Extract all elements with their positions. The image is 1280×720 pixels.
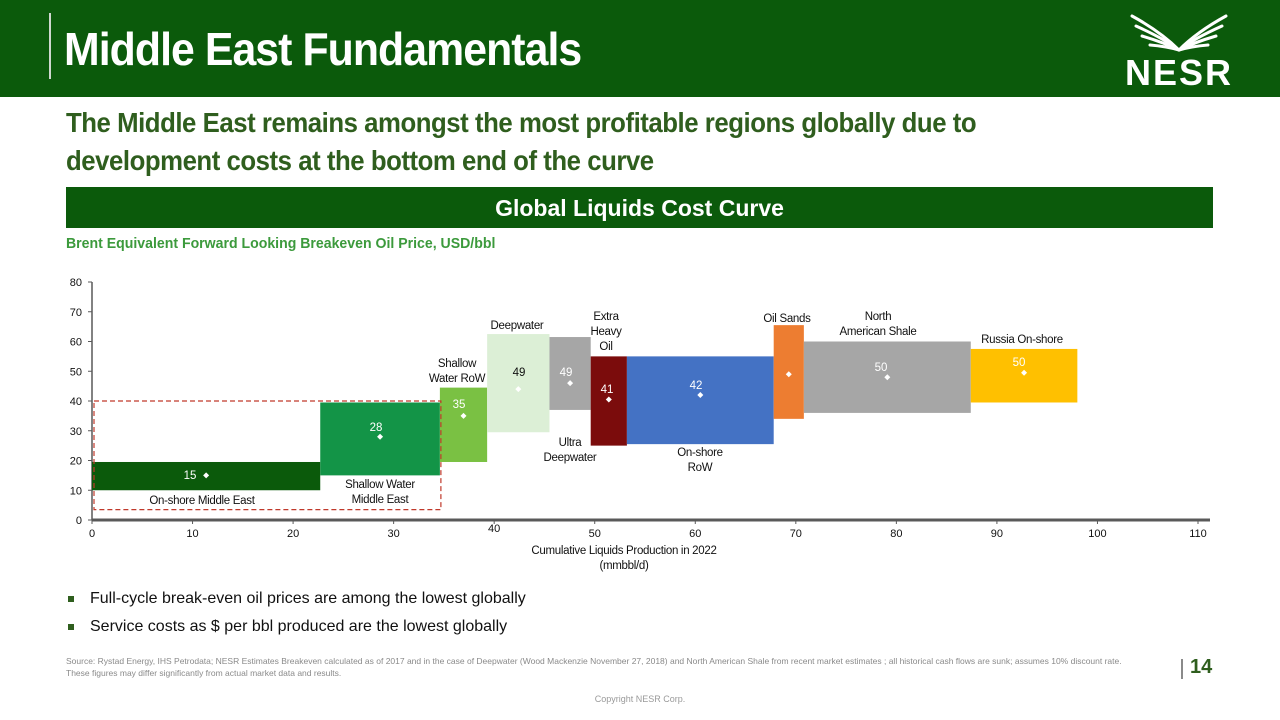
breakeven-marker xyxy=(1021,369,1028,376)
breakeven-marker xyxy=(605,396,612,403)
bar-value-label: 50 xyxy=(875,362,888,374)
source-note: Source: Rystad Energy, IHS Petrodata; NE… xyxy=(66,655,1166,679)
bar-value-label: 28 xyxy=(370,422,383,434)
wings-icon xyxy=(1130,14,1228,52)
chart-subtitle: Brent Equivalent Forward Looking Breakev… xyxy=(66,235,496,252)
x-axis-title: Cumulative Liquids Production in 2022 xyxy=(531,545,716,557)
header-divider xyxy=(49,13,51,79)
y-tick-label: 20 xyxy=(70,456,82,468)
bullet-item: Full-cycle break-even oil prices are amo… xyxy=(66,588,526,616)
bar-value-label: 49 xyxy=(513,367,526,379)
bar-category-label: On-shore Middle East xyxy=(149,495,255,507)
x-tick-label: 50 xyxy=(589,528,601,540)
bar-category-label: RoW xyxy=(688,462,713,474)
x-tick-label: 0 xyxy=(89,528,95,540)
y-tick-label: 70 xyxy=(70,307,82,319)
source-line: Source: Rystad Energy, IHS Petrodata; NE… xyxy=(66,656,1122,666)
page-number: 14 xyxy=(1190,656,1213,678)
bar-value-label: 42 xyxy=(690,380,703,392)
y-tick-label: 10 xyxy=(70,485,82,497)
bullet-item: Service costs as $ per bbl produced are … xyxy=(66,616,526,644)
bar-category-label: Deepwater xyxy=(491,320,544,332)
breakeven-marker xyxy=(203,472,210,479)
y-tick-label: 60 xyxy=(70,337,82,349)
bar-category-label: Shallow Water xyxy=(345,479,415,491)
breakeven-marker xyxy=(460,412,467,419)
bar-value-label: 35 xyxy=(453,399,466,411)
chart-title-banner: Global Liquids Cost Curve xyxy=(66,187,1213,228)
bullet-square-icon xyxy=(68,596,74,602)
breakeven-marker xyxy=(515,386,522,393)
bar-category-label: Heavy xyxy=(590,326,622,338)
bar-category-label: Russia On-shore xyxy=(981,334,1063,346)
cost-curve-chart: 0 10 20 30 40 50 60 70 80 0 10 20 30 40 50 60 70 80 90 100 1… xyxy=(70,277,1210,572)
header-bar: Middle East Fundamentals NESR xyxy=(0,0,1280,97)
slide-subtitle: The Middle East remains amongst the most… xyxy=(66,107,977,176)
copyright: Copyright NESR Corp. xyxy=(594,694,686,704)
breakeven-marker xyxy=(567,380,574,387)
y-tick-label: 30 xyxy=(70,426,82,438)
bar-category-label: Shallow xyxy=(438,358,477,370)
page-title: Middle East Fundamentals xyxy=(64,23,582,75)
y-tick-label: 50 xyxy=(70,366,82,378)
breakeven-marker xyxy=(884,374,891,381)
cost-bar xyxy=(626,356,774,445)
bullet-square-icon xyxy=(68,624,74,630)
bar-category-label: Oil xyxy=(599,341,612,353)
bar-category-label: American Shale xyxy=(840,326,917,338)
bar-category-label: Ultra xyxy=(559,437,583,449)
x-axis-title: (mmbbl/d) xyxy=(599,560,649,572)
page-number-divider xyxy=(1181,659,1183,679)
x-tick-label: 40 xyxy=(488,523,500,535)
bar-category-label: Extra xyxy=(593,311,619,323)
bar-category-label: On-shore xyxy=(677,447,723,459)
x-tick-label: 10 xyxy=(186,528,198,540)
bullet-text: Full-cycle break-even oil prices are amo… xyxy=(90,590,526,607)
x-tick-label: 70 xyxy=(790,528,802,540)
breakeven-marker xyxy=(785,371,792,378)
breakeven-marker xyxy=(377,433,384,440)
bar-value-label: 49 xyxy=(560,367,573,379)
bar-category-label: Middle East xyxy=(352,494,410,506)
x-tick-label: 110 xyxy=(1189,528,1207,540)
cost-bar xyxy=(439,387,488,462)
cost-bar xyxy=(487,334,550,433)
x-tick-label: 90 xyxy=(991,528,1003,540)
x-tick-label: 60 xyxy=(689,528,701,540)
nesr-logo: NESR xyxy=(1124,10,1234,93)
cost-bar xyxy=(549,337,591,410)
logo-text: NESR xyxy=(1124,52,1234,93)
bar-category-label: North xyxy=(865,311,892,323)
x-tick-label: 100 xyxy=(1088,528,1106,540)
bullet-text: Service costs as $ per bbl produced are … xyxy=(90,618,508,635)
y-tick-label: 40 xyxy=(70,396,82,408)
source-line: These figures may differ significantly f… xyxy=(66,668,342,678)
bar-category-label: Deepwater xyxy=(544,452,597,464)
bar-category-label: Water RoW xyxy=(429,373,486,385)
x-tick-label: 30 xyxy=(388,528,400,540)
bar-value-label: 50 xyxy=(1013,357,1026,369)
middle-east-highlight-box xyxy=(93,400,442,511)
bullet-list: Full-cycle break-even oil prices are amo… xyxy=(66,588,526,644)
x-tick-label: 20 xyxy=(287,528,299,540)
y-tick-label: 0 xyxy=(76,515,82,527)
bar-category-label: Oil Sands xyxy=(763,313,811,325)
bar-value-label: 15 xyxy=(184,470,197,482)
x-tick-label: 80 xyxy=(890,528,902,540)
bar-value-label: 41 xyxy=(601,384,614,396)
breakeven-marker xyxy=(697,392,704,399)
y-tick-label: 80 xyxy=(70,277,82,289)
